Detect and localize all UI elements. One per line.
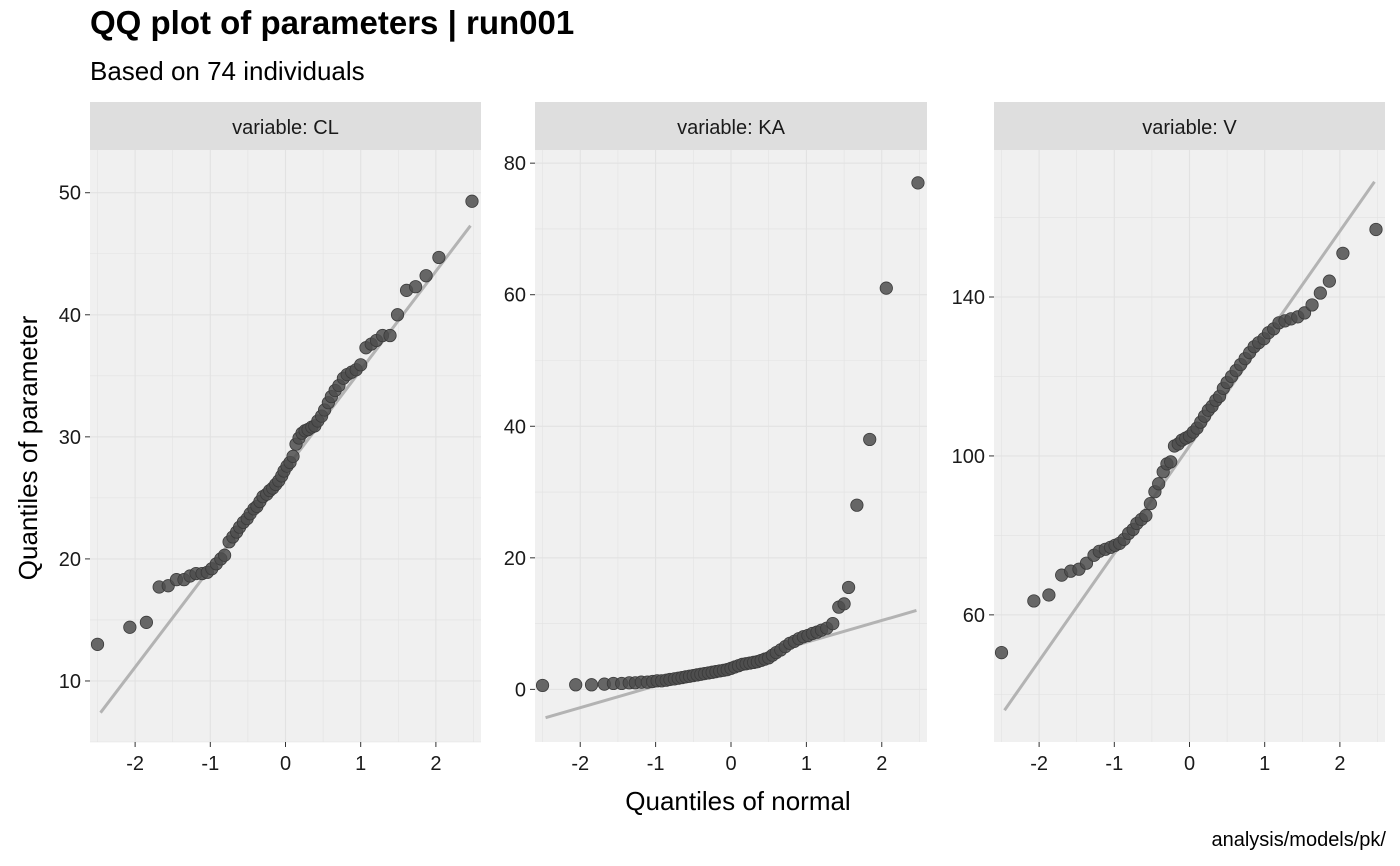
y-tick-label: 40 xyxy=(504,416,526,438)
facet-strip-label: variable: V xyxy=(1142,117,1237,139)
y-tick-label: 30 xyxy=(59,427,81,449)
x-tick-label: 1 xyxy=(1259,753,1270,775)
data-point xyxy=(286,449,300,463)
x-tick-label: 0 xyxy=(1184,753,1195,775)
data-point xyxy=(1027,594,1041,608)
x-tick-label: 0 xyxy=(725,753,736,775)
data-point xyxy=(1313,286,1327,300)
facet-strip-label: variable: KA xyxy=(677,117,785,139)
chart-title: QQ plot of parameters | run001 xyxy=(90,4,575,41)
data-point xyxy=(217,548,232,562)
data-point xyxy=(584,678,599,692)
y-tick-label: 60 xyxy=(963,605,985,627)
y-tick-label: 100 xyxy=(952,446,985,468)
x-tick-label: 2 xyxy=(1334,753,1345,775)
y-tick-label: 80 xyxy=(504,153,526,175)
data-point xyxy=(419,269,433,283)
x-tick-label: -1 xyxy=(1105,753,1123,775)
y-tick-label: 60 xyxy=(504,285,526,307)
data-point xyxy=(863,432,877,447)
chart-caption: analysis/models/pk/ xyxy=(1211,829,1386,851)
data-point xyxy=(535,678,550,693)
data-point xyxy=(911,176,925,190)
x-axis-label: Quantiles of normal xyxy=(625,786,850,816)
data-point xyxy=(354,358,368,372)
x-tick-label: -1 xyxy=(201,753,219,775)
x-tick-label: 2 xyxy=(430,753,441,775)
facet-strip-label: variable: CL xyxy=(232,117,339,139)
data-point xyxy=(1152,477,1166,491)
y-tick-label: 20 xyxy=(504,548,526,570)
x-tick-label: 1 xyxy=(801,753,812,775)
data-point xyxy=(383,328,397,343)
y-tick-label: 10 xyxy=(59,671,81,693)
x-tick-label: 1 xyxy=(355,753,366,775)
x-tick-label: -2 xyxy=(1030,753,1048,775)
data-point xyxy=(826,616,840,631)
data-point xyxy=(465,194,479,208)
data-point xyxy=(1042,588,1056,602)
data-point xyxy=(569,678,583,692)
data-point xyxy=(1139,508,1153,523)
data-point xyxy=(123,620,137,634)
x-tick-label: 2 xyxy=(876,753,887,775)
chart-subtitle: Based on 74 individuals xyxy=(90,56,365,86)
qq-reference-line xyxy=(1003,180,1376,712)
data-point xyxy=(837,597,851,611)
data-point xyxy=(1322,274,1336,288)
facet-strip xyxy=(994,102,1385,150)
data-point xyxy=(139,615,153,629)
y-tick-label: 40 xyxy=(59,305,81,327)
data-point xyxy=(1305,298,1319,312)
x-tick-label: -1 xyxy=(647,753,665,775)
x-tick-label: -2 xyxy=(126,753,144,775)
data-point xyxy=(1143,497,1158,511)
x-tick-label: -2 xyxy=(571,753,589,775)
data-point xyxy=(841,580,856,595)
y-tick-label: 20 xyxy=(59,549,81,571)
data-point xyxy=(994,646,1009,660)
data-point xyxy=(1164,455,1178,469)
facet-strip xyxy=(535,102,927,150)
facet-strip xyxy=(90,102,481,150)
data-point xyxy=(408,280,423,294)
data-point xyxy=(879,281,893,295)
data-point xyxy=(432,250,446,265)
data-point xyxy=(1336,246,1350,260)
y-tick-label: 0 xyxy=(515,679,526,701)
data-point xyxy=(1369,222,1383,237)
data-point xyxy=(850,498,864,512)
data-point xyxy=(90,637,105,651)
data-point xyxy=(390,308,405,322)
x-tick-label: 0 xyxy=(280,753,291,775)
y-tick-label: 50 xyxy=(59,183,81,205)
y-tick-label: 140 xyxy=(952,287,985,309)
y-axis-label: Quantiles of parameter xyxy=(13,315,43,580)
